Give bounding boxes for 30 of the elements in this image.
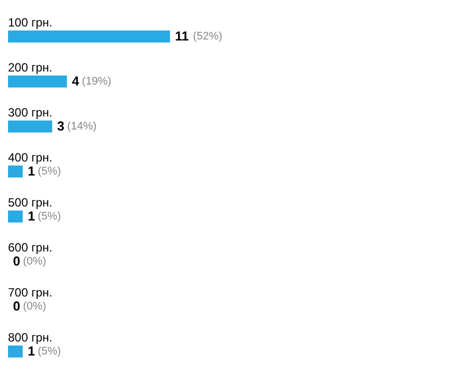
data-label: 0 <box>13 298 20 314</box>
annotation: (14%) <box>67 120 97 132</box>
bar <box>8 346 23 358</box>
annotation: (52%) <box>193 30 222 42</box>
data-label: 1 <box>28 208 35 224</box>
annotation: (19%) <box>82 76 112 88</box>
data-label: 1 <box>28 344 35 358</box>
data-label: 1 <box>28 164 35 178</box>
bar <box>8 30 170 42</box>
annotation: (0%) <box>23 256 46 268</box>
y-tick-label: 700 грн. <box>8 286 52 300</box>
bar <box>8 210 23 222</box>
data-label: 0 <box>13 254 20 268</box>
data-label: 3 <box>57 118 64 134</box>
y-tick-label: 100 грн. <box>8 16 52 30</box>
bar <box>8 166 23 178</box>
bar <box>8 120 52 132</box>
y-tick-label: 400 грн. <box>8 150 52 164</box>
annotation: (5%) <box>38 166 61 178</box>
y-tick-label: 200 грн. <box>8 60 52 74</box>
data-label: 11 <box>175 28 189 44</box>
annotation: (5%) <box>38 346 61 358</box>
y-tick-label: 300 грн. <box>8 106 52 120</box>
annotation: (5%) <box>38 210 61 222</box>
y-tick-label: 600 грн. <box>8 240 52 254</box>
annotation: (0%) <box>23 300 46 312</box>
y-tick-label: 800 грн. <box>8 330 52 344</box>
y-tick-label: 500 грн. <box>8 196 52 210</box>
data-label: 4 <box>72 74 80 88</box>
bar <box>8 76 67 88</box>
